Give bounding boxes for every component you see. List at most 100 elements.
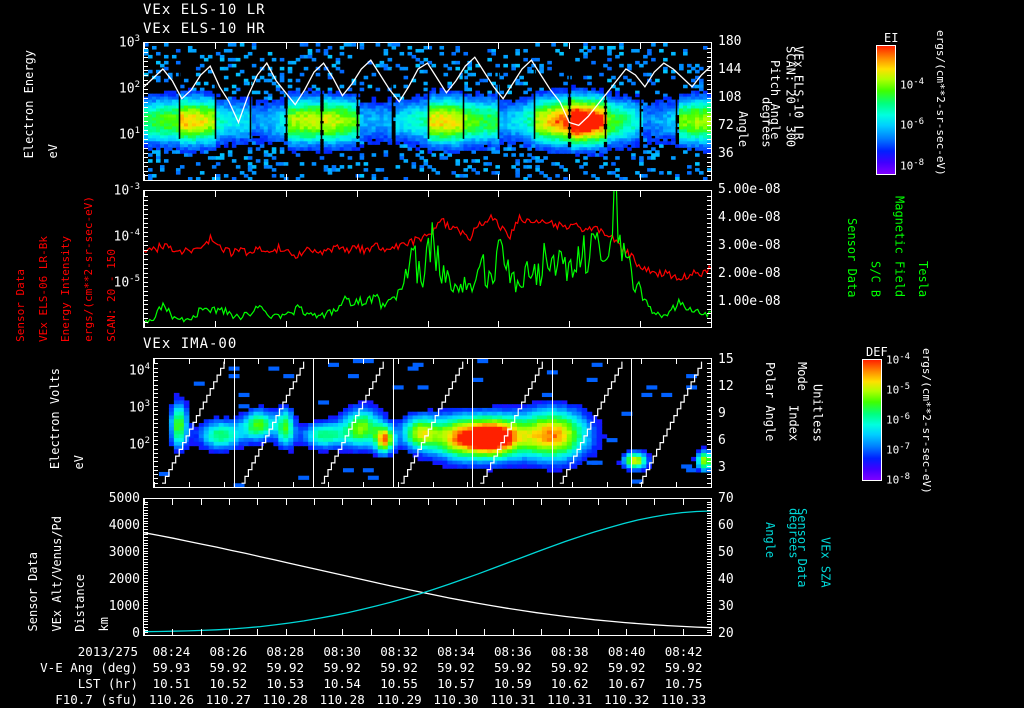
footer-cell-f107-1: 110.27 (205, 692, 251, 707)
colorbar-def-tick-2: 10-5 (886, 382, 911, 397)
footer-cell-f107-8: 110.32 (604, 692, 650, 707)
panel4-right-axis-label2: Angle degrees (763, 508, 801, 563)
panel-els-spectrogram-plot (143, 42, 712, 181)
footer-cell-f107-7: 110.31 (547, 692, 593, 707)
panel1-right-axis-label2: Angle degrees SCAN: 20 - 300 (736, 46, 797, 151)
panel3-left-label-line1: Electron Volts (48, 368, 62, 470)
panel2-right-axis-label: Sensor Data S/C B Magnetic Field Tesla (845, 196, 930, 301)
panel-energy-bfield-plot (143, 190, 712, 328)
footer-cell-ve-ang-4: 59.92 (380, 660, 418, 675)
footer-cell-time-0: 08:24 (152, 644, 191, 659)
panel2-rtick-1e-8: 1.00e-08 (718, 294, 781, 309)
footer-row-label-date: 2013/275 (77, 644, 138, 659)
panel4-rtick-20: 20 (718, 626, 734, 641)
footer-cell-time-1: 08:26 (209, 644, 248, 659)
footer-row-label-lst: LST (hr) (77, 676, 138, 691)
panel1-right-label-line4: degrees (759, 96, 774, 148)
panel1-left-axis-label-line2: eV (45, 143, 60, 159)
panel4-ytick-0: 0 (132, 626, 140, 641)
panel3-ytick-1e3: 103 (128, 399, 150, 416)
panel1-rtick-180: 180 (718, 34, 742, 49)
footer-cell-time-4: 08:32 (380, 644, 418, 659)
panel3-right-axis-label2: Polar Angle Index Unitless (763, 362, 824, 445)
footer-cell-ve-ang-6: 59.92 (494, 660, 532, 675)
colorbar-def-tick-4: 10-7 (886, 442, 911, 457)
panel1-title-lr: VEx ELS-10 LR (143, 2, 266, 18)
panel1-rtick-36: 36 (718, 146, 734, 161)
colorbar-def-tick-3: 10-6 (886, 412, 911, 427)
panel4-rtick-30: 30 (718, 599, 734, 614)
panel4-ytick-5000: 5000 (108, 491, 140, 506)
panel2-left-axis-label: Sensor Data VEx ELS-06 LR-Bk Energy Inte… (14, 196, 118, 346)
panel1-ytick-10: 101 (118, 126, 140, 143)
panel1-rtick-72: 72 (718, 118, 734, 133)
panel2-left-label-line2: VEx ELS-06 LR-Bk (36, 235, 50, 342)
panel1-left-axis-label: Electron Energy eV (22, 50, 60, 162)
panel4-left-label-line2: VEx Alt/Venus/Pd (49, 516, 64, 632)
footer-cell-f107-6: 110.31 (490, 692, 536, 707)
panel3-rtick-12: 12 (718, 379, 734, 394)
panel4-rtick-40: 40 (718, 572, 734, 587)
panel3-right-axis-label: Mode (795, 362, 809, 395)
panel4-left-label-line1: Sensor Data (26, 552, 40, 632)
panel3-rtick-9: 9 (718, 406, 726, 421)
footer-cell-f107-2: 110.28 (262, 692, 308, 707)
footer-cell-f107-3: 110.28 (319, 692, 365, 707)
panel3-rtick-15: 15 (718, 352, 734, 367)
panel1-right-label-line1: Pitch Angle (768, 60, 782, 140)
panel4-ytick-4000: 4000 (108, 518, 140, 533)
panel2-rtick-4e-8: 4.00e-08 (718, 210, 781, 225)
panel3-title: VEx IMA-00 (143, 336, 238, 352)
footer-cell-lst-8: 10.67 (607, 676, 646, 691)
panel4-right-label-line2: VEx SZA (818, 536, 833, 588)
footer-cell-ve-ang-8: 59.92 (607, 660, 646, 675)
panel2-left-label-line1: Sensor Data (14, 268, 27, 342)
panel-altitude-sza-plot (143, 498, 712, 636)
footer-cell-f107-0: 110.26 (148, 692, 195, 707)
panel1-left-axis-label-line1: Electron Energy (22, 50, 36, 159)
footer-cell-time-5: 08:34 (437, 644, 475, 659)
panel4-right-axis-label: Sensor Data VEx SZA (795, 508, 833, 591)
panel4-ytick-3000: 3000 (108, 545, 140, 560)
footer-cell-time-7: 08:38 (550, 644, 589, 659)
colorbar-ei-unit-text: ergs/(cm**2-sr-sec-eV) (934, 30, 947, 176)
panel2-rtick-2e-8: 2.00e-08 (718, 266, 781, 281)
colorbar-ei-tick-3: 10-8 (900, 158, 925, 173)
panel2-right-label-line3: Magnetic Field (892, 196, 907, 298)
panel2-ytick-1e-5: 10-5 (113, 274, 141, 291)
energy-bfield-canvas (144, 191, 711, 327)
footer-cell-time-8: 08:40 (607, 644, 646, 659)
footer-cell-time-2: 08:28 (266, 644, 305, 659)
colorbar-ei-tick-1: 10-4 (900, 77, 925, 92)
footer-cell-time-9: 08:42 (664, 644, 703, 659)
panel4-rtick-70: 70 (718, 491, 734, 506)
panel4-right-label-line3: Angle (763, 522, 777, 559)
colorbar-ei-tick-2: 10-6 (900, 117, 925, 132)
panel3-left-label-line2: eV (71, 454, 86, 470)
panel4-ytick-1000: 1000 (108, 599, 140, 614)
panel3-left-axis-label: Electron Volts eV (48, 368, 86, 473)
colorbar-ei-title: EI (884, 31, 899, 45)
colorbar-def-unit-text: ergs/(cm**2-sr-sec-eV) (920, 348, 933, 494)
footer-cell-time-3: 08:30 (323, 644, 361, 659)
colorbar-def-unit: ergs/(cm**2-sr-sec-eV) (920, 348, 933, 498)
panel3-rtick-6: 6 (718, 433, 726, 448)
footer-cell-ve-ang-1: 59.92 (209, 660, 248, 675)
footer-cell-ve-ang-0: 59.93 (152, 660, 191, 675)
panel3-rtick-3: 3 (718, 460, 726, 475)
footer-cell-lst-4: 10.55 (380, 676, 418, 691)
panel1-right-label-line2: VEx ELS-10 LR (791, 46, 806, 140)
panel4-ytick-2000: 2000 (108, 572, 140, 587)
panel4-right-label-line1: Sensor Data (795, 508, 809, 588)
panel2-right-label-line2: S/C B (868, 261, 883, 298)
els-spectrogram-canvas (144, 43, 711, 180)
footer-cell-lst-5: 10.57 (437, 676, 475, 691)
footer-cell-lst-3: 10.54 (323, 676, 361, 691)
colorbar-def-tick-1: 10-4 (886, 352, 911, 367)
panel1-ytick-1000: 103 (118, 34, 140, 51)
altitude-sza-canvas (144, 499, 711, 635)
footer-cell-f107-9: 110.33 (660, 692, 707, 707)
panel1-right-label-line5: SCAN: 20 - 300 (783, 46, 798, 148)
footer-cell-lst-0: 10.51 (152, 676, 191, 691)
panel1-right-axis-label: Pitch Angle VEx ELS-10 LR (768, 46, 806, 144)
